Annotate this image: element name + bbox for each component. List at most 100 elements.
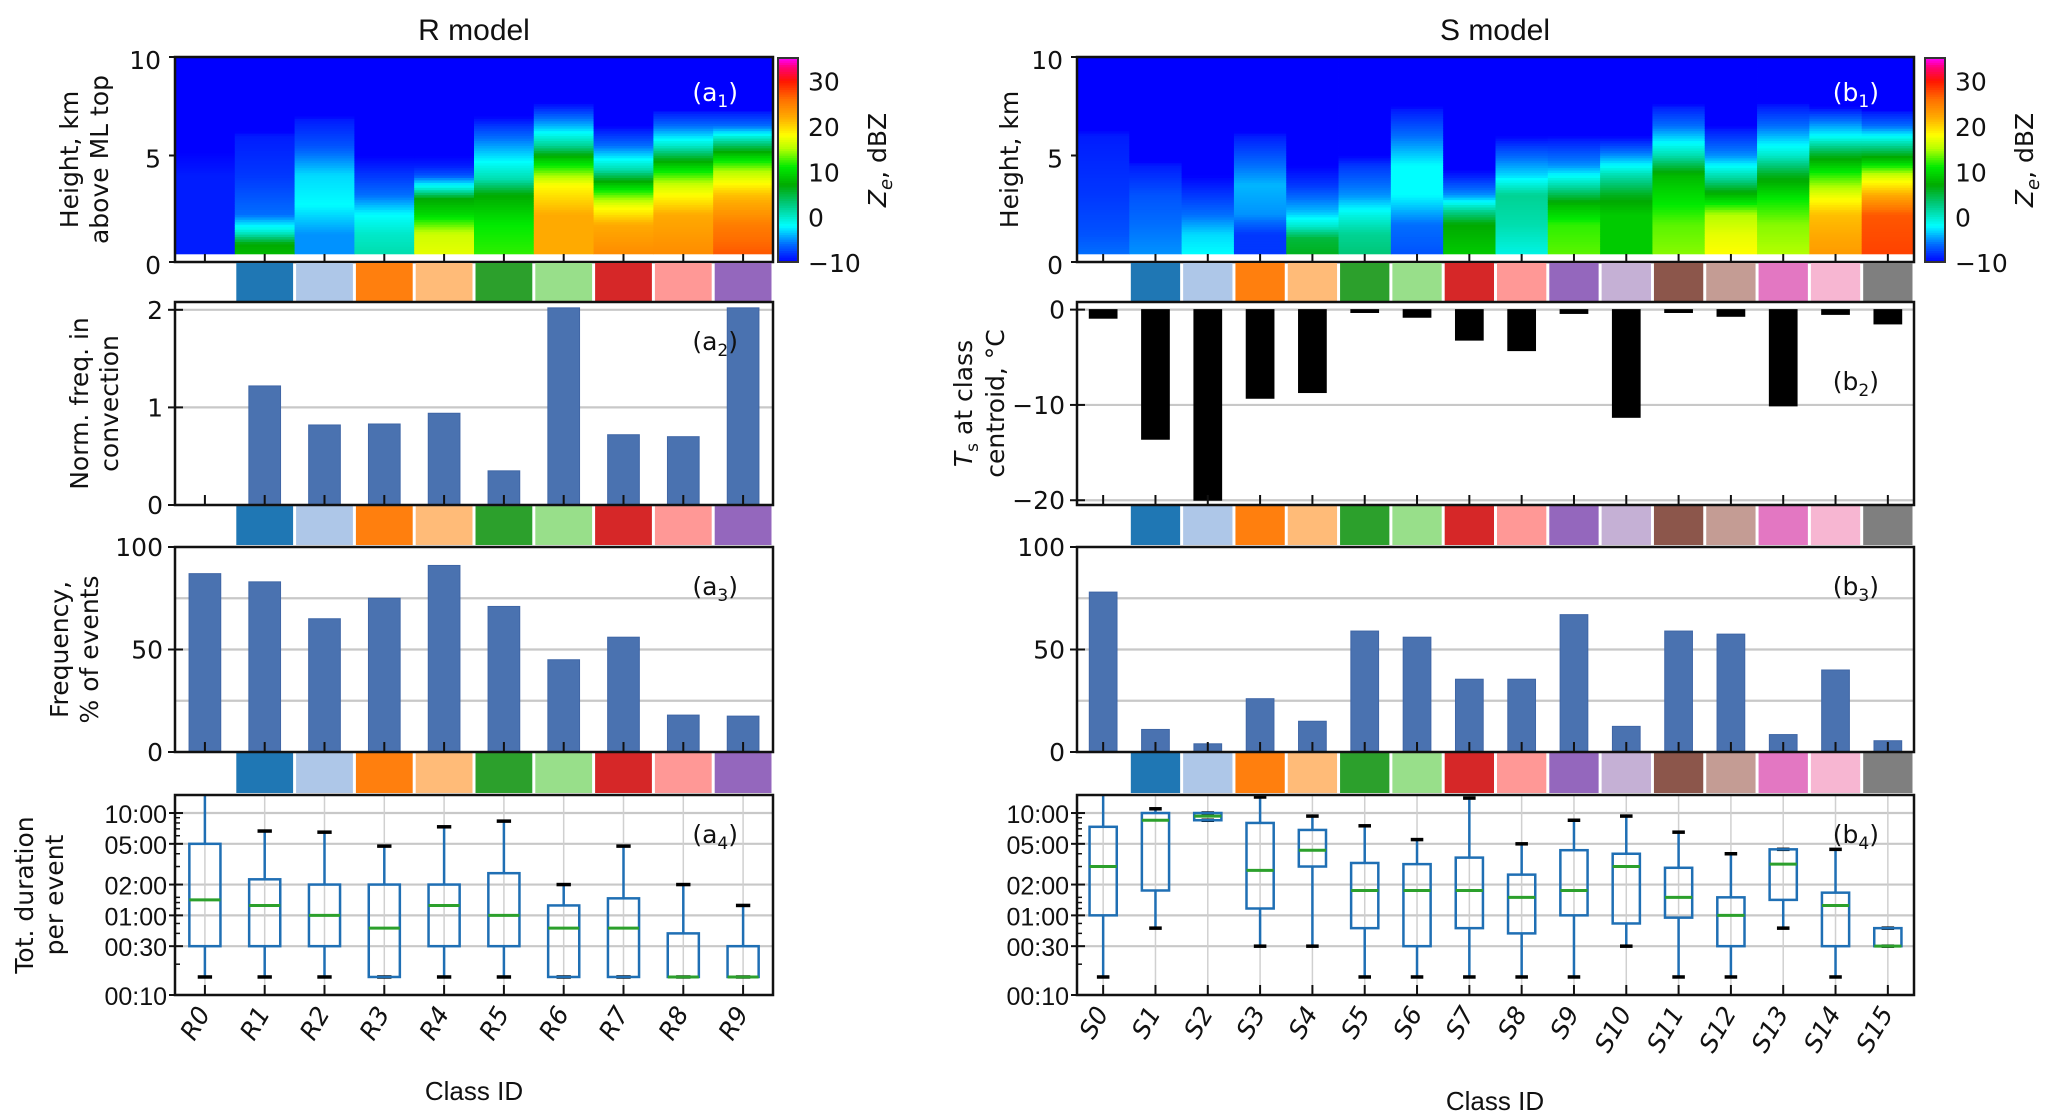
b1-cell-S1 <box>1129 162 1183 166</box>
colorbar-right-gradient-step <box>1925 130 1945 134</box>
a1-cell-R9 <box>713 197 774 201</box>
b1-cell-S7 <box>1443 229 1496 233</box>
b1-cell-S11 <box>1652 128 1706 132</box>
b1-cell-S8 <box>1495 140 1549 144</box>
b1-cell-S6 <box>1390 167 1444 171</box>
a2-bar-R6 <box>547 307 581 506</box>
b1-cell-S8 <box>1495 165 1549 169</box>
b1-cell-S11 <box>1652 194 1706 198</box>
a1-cell-R9 <box>713 71 774 75</box>
right-strip-class-color-swatch <box>1810 263 1861 301</box>
b1-cell-S9 <box>1547 199 1601 203</box>
b1-cell-S13 <box>1757 123 1810 127</box>
b1-cell-S8 <box>1495 123 1549 127</box>
a3-bar-R0 <box>188 573 222 753</box>
b1-cell-S1 <box>1129 172 1183 176</box>
b1-cell-S8 <box>1495 214 1549 218</box>
colorbar-right-gradient-step <box>1925 195 1945 199</box>
colorbar-left-gradient-step <box>778 64 798 68</box>
b1-cell-S5 <box>1338 169 1392 174</box>
a1-cell-R8 <box>653 140 714 144</box>
b1-cell-S7 <box>1443 86 1496 90</box>
right-strip-class-color-swatch <box>1444 263 1494 301</box>
xtick-label-S2: S2 <box>1178 1002 1219 1044</box>
colorbar-right-label: Ze, dBZ <box>2010 113 2044 208</box>
a1-cell-R3 <box>354 105 415 110</box>
a1-cell-R2 <box>294 133 355 137</box>
b1-cell-S7 <box>1443 172 1496 176</box>
right-strip-class-color-swatch <box>1235 263 1285 301</box>
a1-cell-R8 <box>653 236 714 240</box>
a1-cell-R1 <box>234 179 295 183</box>
b1-cell-S4 <box>1286 135 1339 139</box>
b1-cell-S7 <box>1443 216 1496 220</box>
a1-cell-R4 <box>414 194 475 198</box>
right-strip-class-color-swatch <box>1183 263 1233 301</box>
b1-cell-S2 <box>1181 226 1235 230</box>
a1-cell-R4 <box>414 229 475 233</box>
b1-cell-S13 <box>1757 246 1810 250</box>
b1-cell-S13 <box>1757 118 1810 122</box>
a4-ytick-label: 10:00 <box>104 801 167 829</box>
b1-cell-S7 <box>1443 182 1496 186</box>
b1-cell-S14 <box>1809 120 1863 124</box>
b1-cell-S7 <box>1443 214 1496 218</box>
b1-cell-S12 <box>1704 187 1758 191</box>
a1-cell-R0 <box>175 199 236 203</box>
b1-cell-S3 <box>1233 192 1287 196</box>
b1-cell-S8 <box>1495 152 1549 156</box>
colorbar-left-label-text: Ze, dBZ <box>863 113 897 208</box>
b1-cell-S11 <box>1652 66 1706 70</box>
b1-cell-S6 <box>1390 125 1444 129</box>
colorbar-left-gradient-step <box>778 166 798 170</box>
colorbar-right-gradient-step <box>1925 141 1945 145</box>
b1-cell-S10 <box>1600 221 1653 225</box>
left-strip-class-color-swatch <box>355 506 413 545</box>
b1-cell-S15 <box>1861 192 1915 196</box>
right-strip-class-color-swatch <box>1497 263 1547 301</box>
b1-cell-S9 <box>1547 128 1601 132</box>
a1-cell-R7 <box>593 167 654 171</box>
b1-cell-S2 <box>1181 152 1235 156</box>
b1-cell-S6 <box>1390 174 1444 178</box>
b1-cell-S8 <box>1495 59 1549 63</box>
b1-cell-S4 <box>1286 98 1339 102</box>
a1-cell-R5 <box>474 194 535 198</box>
b1-cell-S4 <box>1286 61 1339 65</box>
a1-cell-R6 <box>533 142 594 146</box>
b1-cell-S2 <box>1181 115 1235 119</box>
a1-cell-R2 <box>294 110 355 114</box>
b1-cell-S15 <box>1861 187 1915 191</box>
a1-cell-R6 <box>533 165 594 169</box>
a1-cell-R9 <box>713 204 774 208</box>
b1-cell-S0 <box>1077 192 1130 196</box>
a1-cell-R9 <box>713 93 774 97</box>
a1-cell-R3 <box>354 209 415 213</box>
a1-cell-R4 <box>414 86 475 90</box>
b1-cell-S6 <box>1390 108 1444 112</box>
a1-cell-R2 <box>294 226 355 230</box>
b1-cell-S14 <box>1809 59 1863 63</box>
colorbar-left-gradient-step <box>778 243 798 247</box>
a1-cell-R2 <box>294 137 355 142</box>
b1-cell-S15 <box>1861 103 1915 107</box>
a1-ylabel-line: above ML top <box>85 75 114 244</box>
b1-cell-S3 <box>1233 61 1287 65</box>
a1-cell-R2 <box>294 219 355 223</box>
b1-cell-S15 <box>1861 209 1915 213</box>
b1-cell-S0 <box>1077 98 1130 102</box>
b1-cell-S10 <box>1600 187 1653 191</box>
b1-cell-S13 <box>1757 189 1810 193</box>
b1-cell-S13 <box>1757 108 1810 112</box>
b1-cell-S2 <box>1181 66 1235 70</box>
a1-cell-R4 <box>414 101 475 105</box>
b1-cell-S8 <box>1495 189 1549 193</box>
b1-frame <box>1075 55 1916 264</box>
a1-cell-R1 <box>234 83 295 87</box>
a1-cell-R2 <box>294 155 355 159</box>
b1-cell-S9 <box>1547 248 1601 252</box>
a1-cell-R6 <box>533 174 594 178</box>
b1-cell-S0 <box>1077 219 1130 223</box>
b1-cell-S15 <box>1861 184 1915 188</box>
a1-cell-R3 <box>354 216 415 220</box>
